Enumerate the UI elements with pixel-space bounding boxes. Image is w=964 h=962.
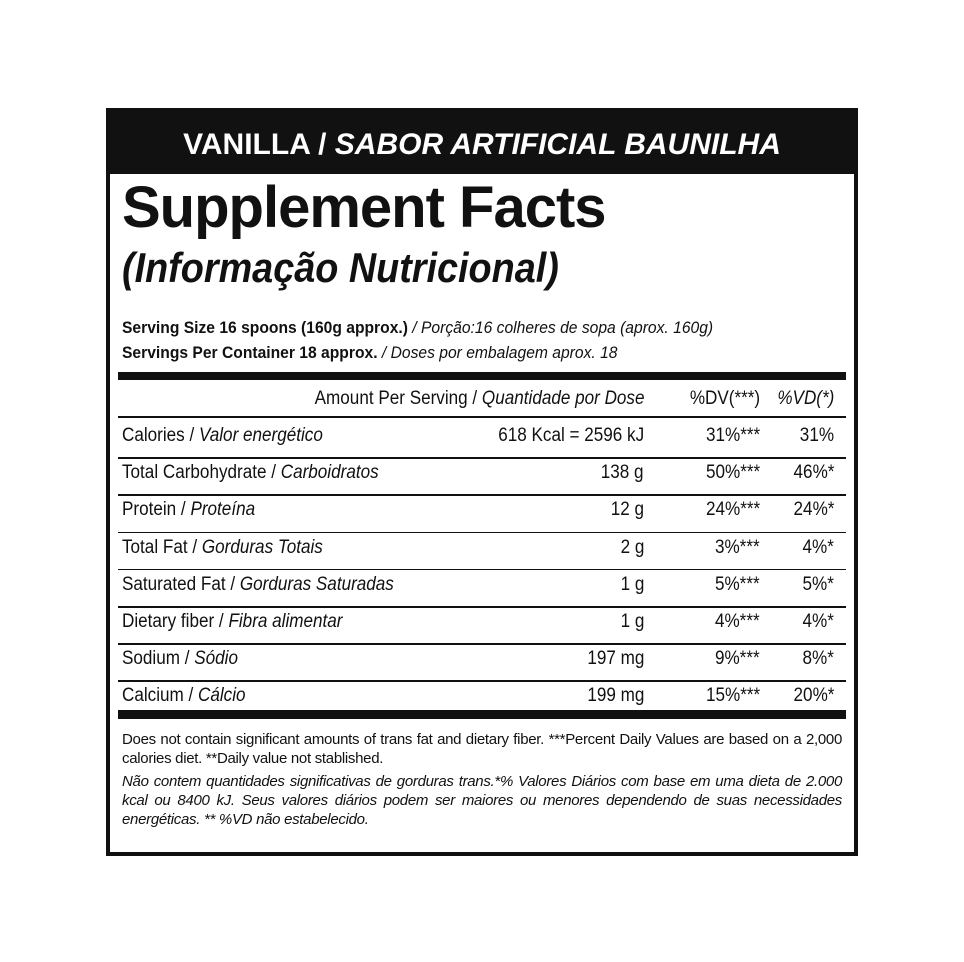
- nutrient-label: Total Fat / Gorduras Totais: [122, 537, 323, 559]
- nutrient-label: Saturated Fat / Gorduras Saturadas: [122, 574, 394, 596]
- dv: 3%***: [715, 536, 760, 558]
- flavor-banner: VANILLA / SABOR ARTIFICIAL BAUNILHA: [110, 112, 854, 174]
- rule: [118, 494, 846, 496]
- nutrient-label: Dietary fiber / Fibra alimentar: [122, 611, 342, 633]
- nutrient-label: Sodium / Sódio: [122, 648, 238, 670]
- nutrient-en: Calories /: [122, 425, 199, 446]
- nutrient-en: Saturated Fat /: [122, 573, 240, 595]
- dv: 31%***: [705, 425, 760, 446]
- thick-rule: [118, 710, 846, 719]
- thick-rule: [118, 372, 846, 380]
- nutrient-pt: Fibra alimentar: [228, 611, 343, 632]
- serving-pt: / Doses por embalagem aprox. 18: [377, 343, 618, 362]
- amount: 2 g: [620, 536, 644, 558]
- nutrient-en: Total Fat /: [122, 536, 202, 558]
- rule: [118, 531, 846, 534]
- nutrient-en: Protein /: [122, 499, 191, 521]
- rule: [118, 606, 846, 608]
- amount-header-en: Amount Per Serving /: [314, 388, 482, 409]
- vd: 31%: [799, 425, 834, 446]
- nutrient-pt: Carboidratos: [280, 462, 379, 484]
- nutrient-pt: Sódio: [194, 648, 238, 670]
- nutrient-en: Calcium /: [122, 685, 199, 707]
- amount: 197 mg: [586, 648, 644, 670]
- nutrient-label: Protein / Proteína: [122, 499, 255, 521]
- flavor-en: VANILLA /: [183, 128, 335, 161]
- dv: 24%***: [705, 499, 760, 521]
- serving-en: Serving Size 16 spoons (160g approx.): [122, 318, 408, 337]
- nutrient-pt: Proteína: [190, 499, 256, 521]
- rule: [118, 416, 846, 418]
- amount: 618 Kcal = 2596 kJ: [498, 425, 644, 446]
- subtitle: (Informação Nutricional): [122, 244, 559, 291]
- nutrient-pt: Gorduras Saturadas: [239, 573, 394, 595]
- flavor-pt: SABOR ARTIFICIAL BAUNILHA: [334, 128, 781, 161]
- vd: 4%*: [802, 536, 834, 558]
- amount: 1 g: [620, 611, 644, 632]
- footnote-en: Does not contain significant amounts of …: [122, 731, 842, 767]
- amount-header: Amount Per Serving / Quantidade por Dose: [314, 388, 644, 410]
- vd: 46%*: [793, 462, 834, 484]
- amount: 12 g: [610, 499, 644, 521]
- rule: [118, 643, 846, 645]
- nutrient-en: Sodium /: [122, 648, 195, 670]
- nutrient-pt: Gorduras Totais: [201, 536, 323, 558]
- servings-per-container: Servings Per Container 18 approx. / Dose…: [122, 343, 617, 363]
- nutrient-label: Total Carbohydrate / Carboidratos: [122, 462, 379, 484]
- vd: 24%*: [793, 499, 834, 521]
- nutrient-label: Calcium / Cálcio: [122, 685, 246, 707]
- vd: 4%*: [802, 611, 834, 632]
- title: Supplement Facts: [122, 175, 607, 240]
- serving-size: Serving Size 16 spoons (160g approx.) / …: [122, 318, 713, 338]
- nutrient-en: Dietary fiber /: [122, 611, 229, 632]
- dv-header: %DV(***): [689, 388, 760, 409]
- amount: 1 g: [620, 573, 644, 595]
- serving-pt: / Porção:16 colheres de sopa (aprox. 160…: [407, 318, 714, 337]
- supplement-label: VANILLA / SABOR ARTIFICIAL BAUNILHA Supp…: [106, 108, 858, 856]
- dv: 4%***: [715, 611, 760, 632]
- rule: [118, 568, 846, 571]
- vd-header: %VD(*): [776, 388, 834, 409]
- vd: 20%*: [793, 685, 834, 707]
- vd: 8%*: [802, 648, 834, 670]
- rule: [118, 457, 846, 459]
- dv: 5%***: [715, 573, 760, 595]
- dv: 15%***: [705, 685, 760, 707]
- nutrient-label: Calories / Valor energético: [122, 425, 323, 447]
- serving-en: Servings Per Container 18 approx.: [122, 343, 378, 362]
- footnote-pt: Não contem quantidades significativas de…: [122, 773, 842, 828]
- nutrient-pt: Valor energético: [198, 425, 323, 446]
- vd: 5%*: [802, 573, 834, 595]
- rule: [118, 680, 846, 682]
- nutrient-en: Total Carbohydrate /: [122, 462, 281, 484]
- nutrient-pt: Cálcio: [198, 685, 246, 707]
- dv: 50%***: [705, 462, 760, 484]
- dv: 9%***: [715, 648, 760, 670]
- amount-header-pt: Quantidade por Dose: [481, 388, 644, 409]
- amount: 199 mg: [586, 685, 644, 707]
- amount: 138 g: [601, 462, 644, 484]
